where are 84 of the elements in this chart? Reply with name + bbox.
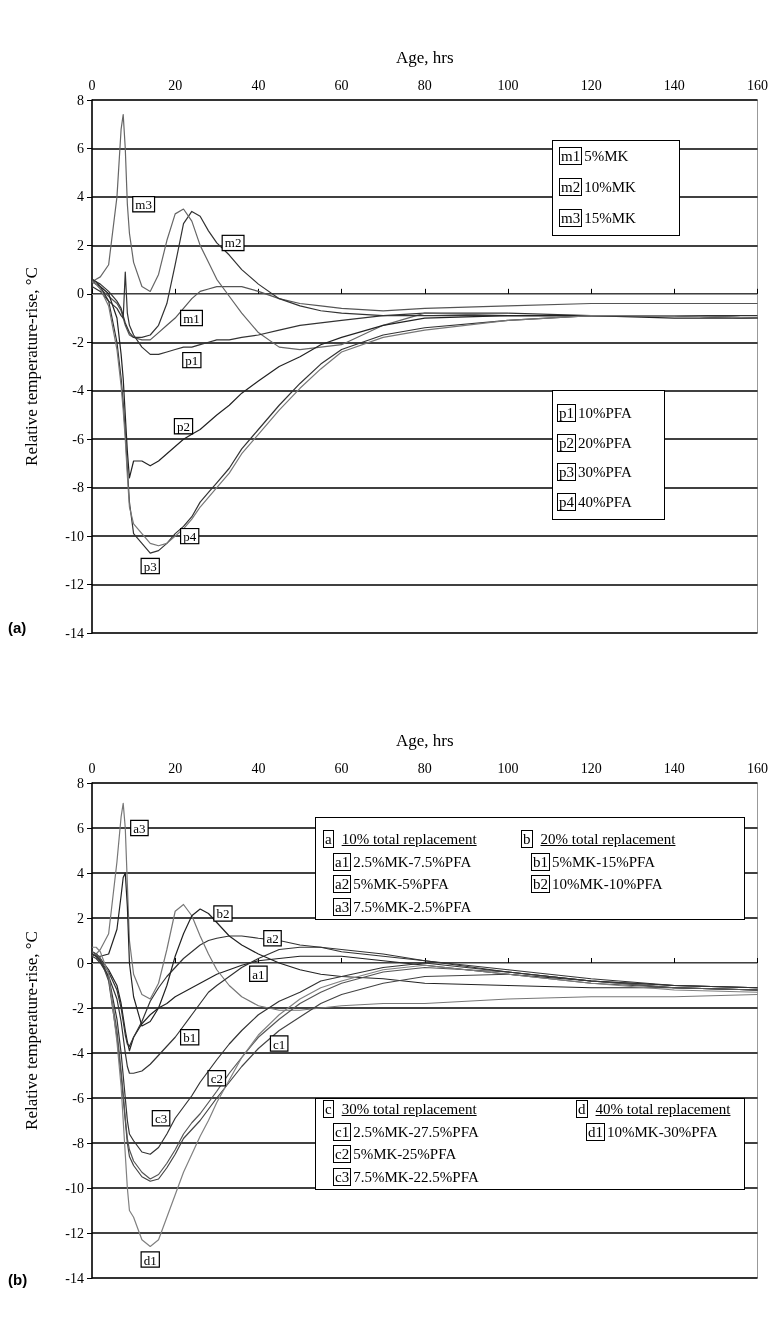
x-tick-label: 60 xyxy=(334,760,349,776)
y-tick-label: -2 xyxy=(72,334,84,350)
x-axis-title: Age, hrs xyxy=(395,48,454,67)
x-tick-label: 0 xyxy=(88,77,96,93)
annotation: b2 10%MK-10%PFA xyxy=(532,875,663,893)
annotation: p1 10%PFA xyxy=(558,404,632,422)
annotation: a 10% total replacement xyxy=(324,830,477,848)
x-tick-label: 100 xyxy=(497,760,519,776)
y-tick-label: 8 xyxy=(77,775,84,791)
text: (a) xyxy=(8,619,27,636)
y-tick-label: -10 xyxy=(65,1180,84,1196)
series-label: d1 xyxy=(143,1252,157,1268)
y-tick-label: -4 xyxy=(72,383,84,399)
y-tick-label: 8 xyxy=(77,92,84,108)
y-tick-label: 2 xyxy=(77,910,84,926)
y-tick-label: -12 xyxy=(65,577,84,593)
annotation: c3 7.5%MK-22.5%PFA xyxy=(334,1168,479,1186)
annotation: p3 30%PFA xyxy=(558,463,632,481)
y-tick-label: 2 xyxy=(77,237,84,253)
x-tick-label: 0 xyxy=(88,760,96,776)
annotation: d 40% total replacement xyxy=(577,1100,731,1118)
y-tick-label: -4 xyxy=(72,1045,84,1061)
text: (b) xyxy=(8,1271,28,1288)
series-label: c2 xyxy=(210,1071,223,1087)
series-label: a1 xyxy=(252,966,265,982)
y-tick-label: 0 xyxy=(77,286,84,302)
x-tick-label: 160 xyxy=(747,760,768,776)
series-label: p2 xyxy=(177,419,191,435)
series-label: b2 xyxy=(216,906,230,921)
series-label: m1 xyxy=(183,310,200,326)
x-tick-label: 120 xyxy=(580,760,602,776)
series-label: a2 xyxy=(266,930,279,946)
x-tick-label: 20 xyxy=(168,760,183,776)
series-label: p3 xyxy=(143,559,157,575)
series-label: m3 xyxy=(135,196,152,212)
y-tick-label: 6 xyxy=(77,140,84,156)
annotation: c1 2.5%MK-27.5%PFA xyxy=(334,1123,479,1141)
x-tick-label: 120 xyxy=(580,77,602,93)
x-tick-label: 60 xyxy=(334,77,349,93)
y-axis-title: Relative temperature-rise, °C xyxy=(22,267,41,466)
annotation: a2 5%MK-5%PFA xyxy=(334,875,449,893)
y-tick-label: -10 xyxy=(65,528,84,544)
x-axis-title: Age, hrs xyxy=(395,731,454,750)
x-tick-label: 40 xyxy=(251,760,266,776)
annotation: b1 5%MK-15%PFA xyxy=(532,853,656,871)
x-tick-label: 140 xyxy=(663,77,685,93)
series-label: p4 xyxy=(183,528,197,544)
y-tick-label: 6 xyxy=(77,820,84,836)
annotation: m2 10%MK xyxy=(560,178,636,196)
x-tick-label: 20 xyxy=(168,77,183,93)
annotation: c 30% total replacement xyxy=(324,1100,477,1118)
annotation: p4 40%PFA xyxy=(558,493,632,511)
y-tick-label: -8 xyxy=(72,480,84,496)
y-axis-title: Relative temperature-rise, °C xyxy=(22,931,41,1130)
series-label: m2 xyxy=(224,235,242,251)
y-tick-label: 4 xyxy=(77,865,84,881)
annotation: p2 20%PFA xyxy=(558,434,632,452)
series-label: c1 xyxy=(273,1036,286,1052)
series-label: b1 xyxy=(183,1029,197,1045)
y-tick-label: -14 xyxy=(65,1270,84,1286)
y-tick-label: 4 xyxy=(77,189,84,205)
annotation: b 20% total replacement xyxy=(522,830,676,848)
annotation: d1 10%MK-30%PFA xyxy=(587,1123,718,1141)
annotation: a1 2.5%MK-7.5%PFA xyxy=(334,853,472,871)
x-tick-label: 100 xyxy=(497,77,519,93)
annotation: c2 5%MK-25%PFA xyxy=(334,1145,457,1163)
annotation: m1 5%MK xyxy=(560,147,629,165)
x-tick-label: 140 xyxy=(663,760,685,776)
y-tick-label: -14 xyxy=(65,625,84,641)
series-label: a3 xyxy=(133,820,146,836)
annotation: m3 15%MK xyxy=(560,209,636,227)
y-tick-label: -12 xyxy=(65,1225,84,1241)
series-label: p1 xyxy=(185,353,199,369)
y-tick-label: -6 xyxy=(72,1090,84,1106)
series-label: c3 xyxy=(154,1110,168,1126)
x-tick-label: 80 xyxy=(417,760,432,776)
y-tick-label: -2 xyxy=(72,1000,84,1016)
y-tick-label: 0 xyxy=(77,955,84,971)
annotation: a3 7.5%MK-2.5%PFA xyxy=(334,898,472,916)
x-tick-label: 40 xyxy=(251,77,266,93)
y-tick-label: -8 xyxy=(72,1135,84,1151)
x-tick-label: 160 xyxy=(747,77,768,93)
y-tick-label: -6 xyxy=(72,431,84,447)
x-tick-label: 80 xyxy=(417,77,432,93)
